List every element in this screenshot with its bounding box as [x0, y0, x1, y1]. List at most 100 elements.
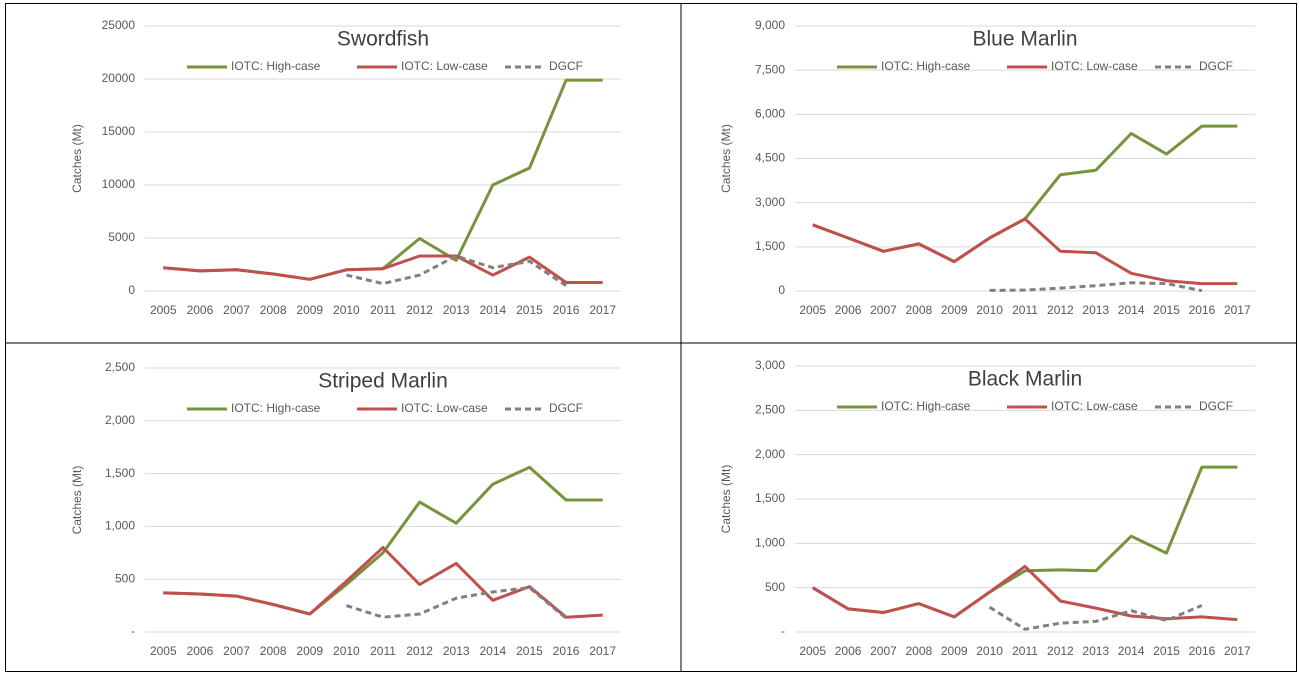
y-tick-label: 5000 — [108, 230, 135, 244]
y-tick-label: 2,000 — [105, 413, 135, 427]
y-tick-label: 2,500 — [755, 403, 785, 417]
series-line — [989, 281, 1203, 293]
series-line — [811, 465, 1238, 619]
x-tick-label: 2014 — [1118, 303, 1145, 317]
y-tick-label: 1,000 — [105, 519, 135, 533]
y-tick-label: 2,000 — [755, 447, 785, 461]
x-tick-label: 2011 — [370, 644, 396, 658]
chart-title: Swordfish — [337, 28, 429, 51]
y-axis-label: Catches (Mt) — [719, 124, 733, 193]
x-tick-label: 2012 — [406, 644, 433, 658]
y-tick-label: 20000 — [102, 71, 136, 85]
x-tick-label: 2007 — [870, 644, 897, 658]
y-tick-label: 1,500 — [105, 466, 135, 480]
x-tick-label: 2009 — [941, 644, 968, 658]
x-tick-label: 2006 — [187, 303, 214, 317]
y-tick-label: 0 — [778, 283, 785, 297]
legend-label: IOTC: High-case — [881, 59, 971, 73]
legend-label: IOTC: Low-case — [1051, 59, 1138, 73]
series-line — [163, 254, 603, 284]
x-tick-label: 2005 — [799, 303, 826, 317]
y-tick-label: 10000 — [102, 177, 136, 191]
x-tick-label: 2009 — [296, 644, 323, 658]
y-tick-label: 7,500 — [755, 62, 785, 76]
x-tick-label: 2005 — [150, 303, 177, 317]
x-tick-label: 2007 — [870, 303, 897, 317]
x-tick-label: 2015 — [516, 644, 543, 658]
series-line — [163, 546, 603, 619]
x-tick-label: 2017 — [1224, 644, 1251, 658]
y-tick-label: 15000 — [102, 124, 136, 138]
x-tick-label: 2016 — [553, 644, 580, 658]
x-tick-label: 2017 — [589, 303, 616, 317]
x-tick-label: 2011 — [1012, 644, 1038, 658]
y-axis-label: Catches (Mt) — [719, 465, 733, 534]
y-axis-label: Catches (Mt) — [70, 124, 84, 193]
series-line — [988, 604, 1203, 631]
y-tick-label: 6,000 — [755, 107, 785, 121]
x-tick-label: 2005 — [799, 644, 826, 658]
y-tick-label: 1,000 — [755, 536, 785, 550]
x-tick-label: 2016 — [553, 303, 580, 317]
y-tick-label: - — [781, 624, 785, 638]
x-tick-label: 2008 — [260, 644, 287, 658]
x-tick-label: 2015 — [516, 303, 543, 317]
x-tick-label: 2010 — [333, 303, 360, 317]
chart-title: Blue Marlin — [972, 28, 1077, 51]
x-tick-label: 2008 — [905, 644, 932, 658]
y-tick-label: 2,500 — [105, 360, 135, 374]
x-tick-label: 2012 — [1047, 303, 1074, 317]
x-tick-label: 2016 — [1189, 303, 1216, 317]
x-tick-label: 2013 — [1082, 303, 1109, 317]
series-line — [812, 217, 1238, 286]
series-line — [346, 254, 567, 287]
x-tick-label: 2010 — [976, 303, 1003, 317]
y-tick-label: 4,500 — [755, 151, 785, 165]
series-line — [163, 78, 603, 281]
x-tick-label: 2015 — [1153, 644, 1180, 658]
chart-title: Striped Marlin — [318, 370, 448, 393]
x-tick-label: 2014 — [479, 303, 506, 317]
x-tick-label: 2007 — [223, 303, 250, 317]
chart-title: Black Marlin — [968, 368, 1082, 391]
series-line — [345, 586, 568, 620]
legend-label: IOTC: High-case — [881, 399, 971, 413]
legend-label: DGCF — [1199, 59, 1233, 73]
legend-label: IOTC: Low-case — [401, 401, 488, 415]
x-tick-label: 2009 — [941, 303, 968, 317]
x-tick-label: 2013 — [443, 303, 470, 317]
y-tick-label: 25000 — [102, 18, 136, 32]
x-tick-label: 2013 — [443, 644, 470, 658]
x-tick-label: 2007 — [223, 644, 250, 658]
x-tick-label: 2005 — [150, 644, 177, 658]
y-tick-label: 500 — [765, 580, 785, 594]
x-tick-label: 2016 — [1189, 644, 1216, 658]
y-tick-label: 1,500 — [755, 239, 785, 253]
x-tick-label: 2006 — [835, 644, 862, 658]
y-tick-label: 3,000 — [755, 195, 785, 209]
x-tick-label: 2008 — [260, 303, 287, 317]
series-line — [812, 124, 1238, 264]
table-border — [5, 3, 1297, 672]
y-axis-label: Catches (Mt) — [70, 466, 84, 535]
legend-label: IOTC: High-case — [231, 401, 321, 415]
legend-label: DGCF — [549, 59, 583, 73]
y-tick-label: 1,500 — [755, 491, 785, 505]
x-tick-label: 2014 — [479, 644, 506, 658]
legend-label: IOTC: Low-case — [1051, 399, 1138, 413]
y-tick-label: 500 — [115, 571, 135, 585]
y-tick-label: - — [131, 624, 135, 638]
x-tick-label: 2012 — [406, 303, 433, 317]
x-tick-label: 2006 — [187, 644, 214, 658]
x-tick-label: 2017 — [589, 644, 616, 658]
x-tick-label: 2015 — [1153, 303, 1180, 317]
x-tick-label: 2010 — [333, 644, 360, 658]
legend-label: IOTC: High-case — [231, 59, 321, 73]
x-tick-label: 2006 — [835, 303, 862, 317]
x-tick-label: 2008 — [905, 303, 932, 317]
legend-label: DGCF — [1199, 399, 1233, 413]
legend-label: IOTC: Low-case — [401, 59, 488, 73]
x-tick-label: 2010 — [976, 644, 1003, 658]
x-tick-label: 2017 — [1224, 303, 1251, 317]
